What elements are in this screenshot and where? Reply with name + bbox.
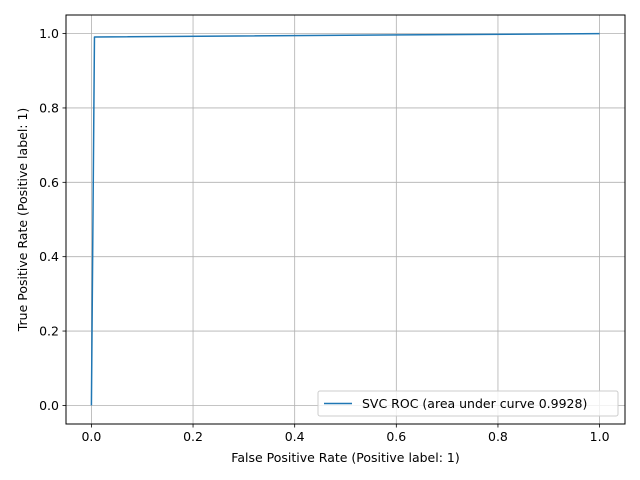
plot-frame: [65, 14, 626, 425]
legend: SVC ROC (area under curve 0.9928): [317, 390, 619, 417]
x-axis-label: False Positive Rate (Positive label: 1): [231, 450, 459, 465]
y-tick-label: 1.0: [39, 26, 59, 41]
legend-box: [317, 390, 619, 417]
y-tick-label: 0.8: [39, 100, 59, 115]
y-tick-label: 0.2: [39, 324, 59, 339]
tick-layer: 0.0 0.2 0.4 0.6 0.8 1.0 0.0 0.2 0.4 0.6 0.8 1.0: [39, 26, 609, 444]
series-layer: [90, 32, 600, 406]
y-tick-label: 0.4: [39, 249, 59, 264]
x-tick-label: 0.2: [183, 429, 203, 444]
legend-entry-label: SVC ROC (area under curve 0.9928): [362, 396, 587, 411]
x-tick-label: 0.0: [81, 429, 101, 444]
x-tick-label: 0.6: [386, 429, 406, 444]
roc-curve-line: [90, 32, 600, 406]
y-axis-label: True Positive Rate (Positive label: 1): [15, 108, 30, 333]
x-tick-label: 1.0: [590, 429, 610, 444]
x-tick-label: 0.8: [488, 429, 508, 444]
x-tick-label: 0.4: [285, 429, 305, 444]
y-tick-label: 0.6: [39, 175, 59, 190]
y-tick-label: 0.0: [39, 398, 59, 413]
grid-lines: [66, 15, 625, 424]
